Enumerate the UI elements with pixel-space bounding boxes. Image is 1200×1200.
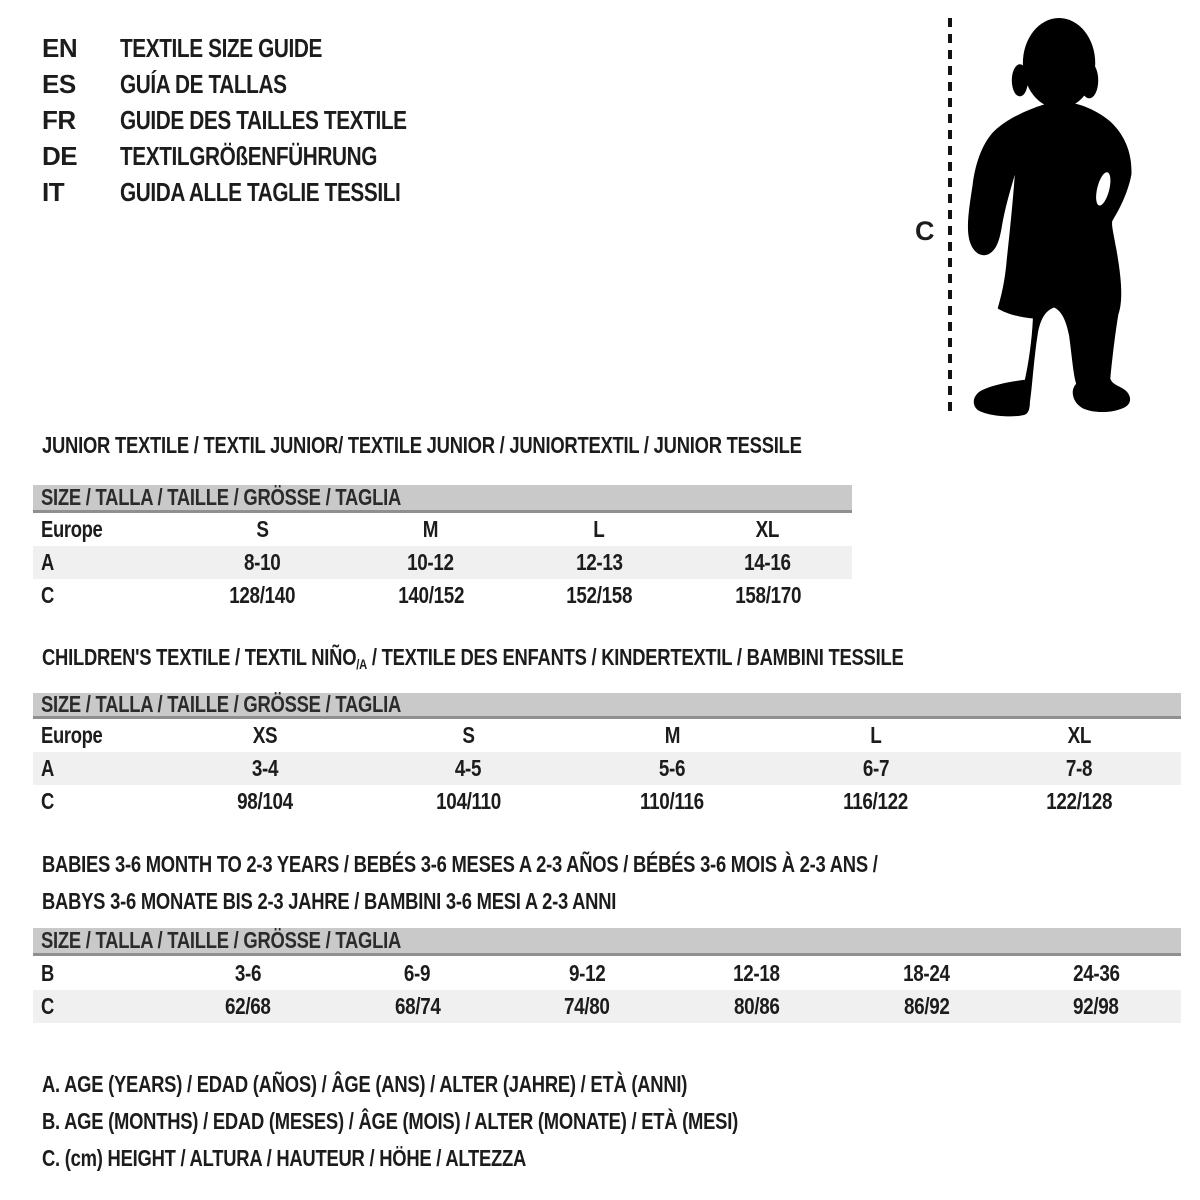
age-cell: 10-12 [407,549,455,575]
height-cell: 128/140 [229,582,296,608]
table-row-age: A 3-4 4-5 5-6 6-7 7-8 [33,752,1181,785]
toddler-silhouette-icon [967,18,1132,417]
size-cell: L [593,516,606,542]
legend-line-a: A. AGE (YEARS) / EDAD (AÑOS) / ÂGE (ANS)… [42,1071,688,1097]
age-cell: 5-6 [658,755,686,781]
height-cell: 110/116 [640,788,704,814]
height-cell: 122/128 [1046,788,1113,814]
age-cell: 14-16 [744,549,792,575]
language-title: TEXTILE SIZE GUIDE [120,32,322,63]
height-cell: 116/122 [843,788,908,814]
language-row-fr: FR GUIDE DES TAILLES TEXTILE [42,102,478,138]
table-header-bar: SIZE / TALLA / TAILLE / GRÖSSE / TAGLIA [33,928,1181,956]
language-title: GUIDA ALLE TAGLIE TESSILI [120,176,401,207]
section-heading-children: CHILDREN'S TEXTILE / TEXTIL NIÑO/A / TEX… [42,644,1119,678]
age-cell: 3-6 [234,959,262,986]
row-label: A [41,549,54,575]
size-cell: XL [756,516,780,542]
row-label: Europe [41,516,103,542]
height-cell: 62/68 [225,993,271,1019]
table-header-bar: SIZE / TALLA / TAILLE / GRÖSSE / TAGLIA [33,693,1181,719]
language-code: FR [42,104,76,135]
language-list: EN TEXTILE SIZE GUIDE ES GUÍA DE TALLAS … [42,30,478,210]
section-heading-babies: BABIES 3-6 MONTH TO 2-3 YEARS / BEBÉS 3-… [42,846,1087,920]
language-code: IT [42,176,65,207]
height-cell: 80/86 [734,993,780,1019]
size-cell: XS [252,722,278,748]
section-heading-junior: JUNIOR TEXTILE / TEXTIL JUNIOR/ TEXTILE … [42,432,992,459]
height-cell: 74/80 [564,993,610,1019]
height-cell: 140/152 [397,582,464,608]
legend-line-b: B. AGE (MONTHS) / EDAD (MESES) / ÂGE (MO… [42,1108,738,1134]
section-heading-text: CHILDREN'S TEXTILE / TEXTIL NIÑO/A / TEX… [42,644,904,672]
section-heading-text: JUNIOR TEXTILE / TEXTIL JUNIOR/ TEXTILE … [42,432,802,458]
height-cell: 152/158 [566,582,633,608]
language-row-de: DE TEXTILGRÖßENFÜHRUNG [42,138,478,174]
table-row-age: A 8-10 10-12 12-13 14-16 [33,546,852,579]
age-cell: 4-5 [455,755,482,781]
height-cell: 86/92 [903,993,950,1019]
legend-line-c: C. (cm) HEIGHT / ALTURA / HAUTEUR / HÖHE… [42,1145,527,1171]
height-dashed-line [948,18,952,416]
age-cell: 12-13 [575,549,623,575]
size-cell: M [423,516,439,542]
table-row-height: C 62/68 68/74 74/80 80/86 86/92 92/98 [33,990,1181,1023]
size-cell: S [462,722,475,748]
table-row-europe: Europe S M L XL [33,513,852,546]
junior-size-table: SIZE / TALLA / TAILLE / GRÖSSE / TAGLIA … [33,485,852,612]
language-code: DE [42,140,78,171]
children-size-table: SIZE / TALLA / TAILLE / GRÖSSE / TAGLIA … [33,693,1181,818]
size-cell: S [256,516,269,542]
row-label: C [41,993,54,1019]
language-row-it: IT GUIDA ALLE TAGLIE TESSILI [42,174,478,210]
row-label: C [41,582,54,608]
size-cell: XL [1067,722,1091,748]
age-cell: 8-10 [244,549,281,575]
row-label: Europe [41,722,103,748]
language-row-es: ES GUÍA DE TALLAS [42,66,478,102]
table-header-text: SIZE / TALLA / TAILLE / GRÖSSE / TAGLIA [41,691,401,717]
language-title: GUIDE DES TAILLES TEXTILE [120,104,407,135]
age-cell: 24-36 [1072,959,1120,986]
age-cell: 9-12 [568,959,606,986]
table-row-height: C 98/104 104/110 110/116 116/122 122/128 [33,785,1181,818]
table-row-height: C 128/140 140/152 152/158 158/170 [33,579,852,612]
language-code: ES [42,68,76,99]
age-cell: 6-9 [404,959,431,986]
row-label: B [41,959,54,986]
age-cell: 7-8 [1066,755,1093,781]
height-label-c: C [915,216,935,246]
section-heading-line2: BABYS 3-6 MONATE BIS 2-3 JAHRE / BAMBINI… [42,888,617,914]
table-header-text: SIZE / TALLA / TAILLE / GRÖSSE / TAGLIA [41,927,401,953]
table-header-bar: SIZE / TALLA / TAILLE / GRÖSSE / TAGLIA [33,485,852,513]
age-cell: 18-24 [903,959,950,986]
language-row-en: EN TEXTILE SIZE GUIDE [42,30,478,66]
row-label: C [41,788,54,814]
age-cell: 6-7 [862,755,889,781]
table-header-text: SIZE / TALLA / TAILLE / GRÖSSE / TAGLIA [41,484,401,510]
age-cell: 3-4 [251,755,279,781]
language-title: TEXTILGRÖßENFÜHRUNG [120,140,378,171]
section-heading-line1: BABIES 3-6 MONTH TO 2-3 YEARS / BEBÉS 3-… [42,851,878,877]
height-cell: 104/110 [435,788,501,814]
legend: A. AGE (YEARS) / EDAD (AÑOS) / ÂGE (ANS)… [42,1066,912,1177]
height-cell: 98/104 [236,788,293,814]
language-code: EN [42,32,78,63]
size-cell: L [869,722,882,748]
age-cell: 12-18 [733,959,781,986]
size-cell: M [664,722,680,748]
language-title: GUÍA DE TALLAS [120,68,287,99]
height-measure-figure: C [905,14,1150,426]
babies-size-table: SIZE / TALLA / TAILLE / GRÖSSE / TAGLIA … [33,928,1181,1023]
table-row-age-months: B 3-6 6-9 9-12 12-18 18-24 24-36 [33,956,1181,990]
height-cell: 92/98 [1073,993,1119,1019]
height-cell: 158/170 [734,582,801,608]
table-row-europe: Europe XS S M L XL [33,719,1181,752]
height-cell: 68/74 [394,993,441,1019]
row-label: A [41,755,54,781]
nino-a-subscript: /A [356,656,368,672]
